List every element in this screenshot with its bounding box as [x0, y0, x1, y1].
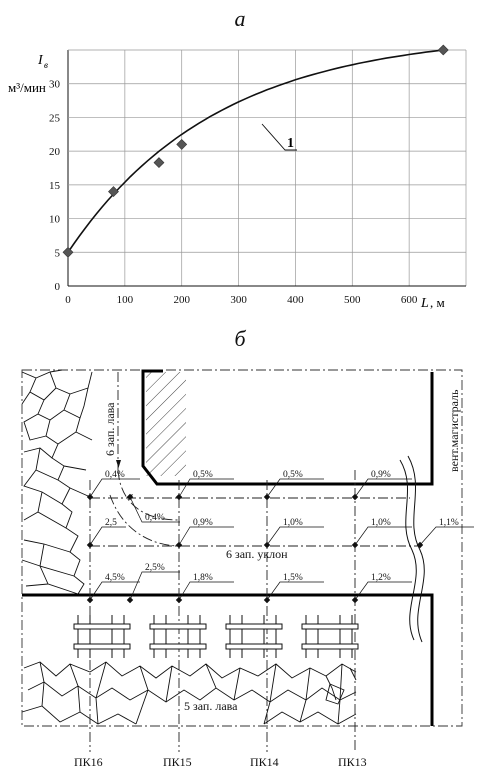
measurement-point: 1,1% — [416, 518, 474, 549]
crib — [73, 615, 131, 658]
data-point — [153, 157, 165, 169]
percent-label: 1,1% — [439, 518, 459, 528]
data-point — [62, 246, 74, 258]
hatched-pillar — [146, 372, 186, 476]
percent-label: 4,5% — [105, 573, 125, 583]
y-tick-label: 0 — [55, 281, 61, 293]
trend-curve — [67, 49, 444, 253]
pk-label-16: ПК16 — [74, 755, 103, 769]
measurement-point: 0,4% — [86, 470, 140, 501]
lava-arrow — [116, 460, 121, 468]
x-tick-label: 200 — [173, 294, 190, 306]
data-point — [108, 186, 119, 198]
percent-label: 1,2% — [371, 573, 391, 583]
measurement-points: 0,4% 0,5% 0,5% 0,9% 2,5 0,4% 0,9% 1,0% 1,0% 1,1% 4… — [86, 460, 474, 604]
percent-label: 2,5 — [105, 518, 117, 528]
x-tick-label: 500 — [344, 294, 361, 306]
pk-label-14: ПК14 — [250, 755, 279, 769]
data-point — [437, 44, 449, 56]
pk-label-13: ПК13 — [338, 755, 367, 769]
measurement-point: 0,9% — [175, 518, 234, 549]
measurement-point: 2,5 — [86, 518, 126, 549]
x-tick-label: 600 — [401, 294, 418, 306]
percent-label: 0,4% — [145, 513, 165, 523]
x-axis-units: , м — [430, 295, 445, 310]
fault-curve-1 — [399, 459, 417, 641]
measurement-point: 1,5% — [263, 573, 324, 604]
curve-label: 1 — [287, 136, 294, 151]
percent-label: 2,5% — [145, 563, 165, 573]
pk-label-15: ПК15 — [163, 755, 192, 769]
x-axis-symbol: L — [420, 296, 429, 311]
y-tick-label: 5 — [55, 247, 61, 259]
x-tick-label: 300 — [230, 294, 247, 306]
measurement-point: 1,0% — [351, 518, 412, 549]
percent-label: 1,0% — [371, 518, 391, 528]
label-5-zap-lava: 5 зап. лава — [184, 699, 238, 713]
measurement-point: 1,8% — [175, 573, 234, 604]
y-tick-labels: 0 5 10 15 20 25 30 — [49, 79, 61, 293]
y-tick-label: 30 — [49, 79, 61, 91]
measurement-point: 0,9% — [351, 470, 412, 501]
y-tick-label: 15 — [49, 180, 61, 192]
measurement-point: 0,5% — [263, 470, 324, 501]
crib — [225, 615, 283, 658]
percent-label: 1,8% — [193, 573, 213, 583]
x-tick-label: 400 — [287, 294, 304, 306]
x-tick-label: 100 — [117, 294, 134, 306]
y-tick-label: 20 — [49, 146, 61, 158]
crib — [149, 615, 207, 658]
pillar-edge — [141, 369, 434, 486]
chart-grid — [67, 49, 467, 287]
measurement-point: 0,5% — [175, 470, 234, 501]
x-tick-label: 0 — [65, 294, 71, 306]
x-tick-labels: 0 100 200 300 400 500 600 — [65, 294, 418, 306]
percent-label: 1,5% — [283, 573, 303, 583]
y-axis-symbol: I — [37, 53, 44, 68]
measurement-point: 1,2% — [351, 573, 412, 604]
percent-label: 1,0% — [283, 518, 303, 528]
rock-mass-bottom — [21, 661, 357, 725]
panel-a-letter: а — [234, 6, 246, 31]
label-6-zap-uklon: 6 зап. уклон — [226, 547, 288, 561]
measurement-point: 2,5% — [126, 563, 180, 604]
timber-cribs — [73, 615, 359, 658]
measurement-point: 4,5% — [86, 573, 140, 604]
measurement-point: 1,0% — [263, 518, 324, 549]
percent-label: 0,5% — [283, 470, 303, 480]
plan-boundary — [21, 369, 463, 727]
curve-label-leader — [261, 123, 297, 151]
label-6-zap-lava: 6 зап. лава — [103, 402, 117, 456]
panel-b-letter: б — [234, 326, 246, 351]
percent-label: 0,4% — [105, 470, 125, 480]
rock-mass-left — [21, 369, 93, 595]
y-tick-label: 10 — [49, 214, 61, 226]
airflow-curve-2 — [109, 494, 179, 547]
y-axis-units: м³/мин — [8, 80, 46, 95]
flow-arrow — [128, 494, 133, 500]
percent-label: 0,9% — [193, 518, 213, 528]
y-axis-symbol-sub: в — [44, 60, 48, 70]
y-tick-label: 25 — [49, 112, 61, 124]
percent-label: 0,9% — [371, 470, 391, 480]
fault-curve-2 — [407, 455, 425, 643]
percent-label: 0,5% — [193, 470, 213, 480]
data-point — [176, 138, 188, 150]
data-points — [62, 44, 449, 258]
panel-a-chart: I в м³/мин 0 5 10 15 20 25 30 0 100 200 300 400 500… — [8, 44, 467, 311]
label-vent-magistral: вент.магистраль — [447, 389, 461, 472]
crib — [301, 615, 359, 658]
lower-roadway — [22, 593, 434, 726]
